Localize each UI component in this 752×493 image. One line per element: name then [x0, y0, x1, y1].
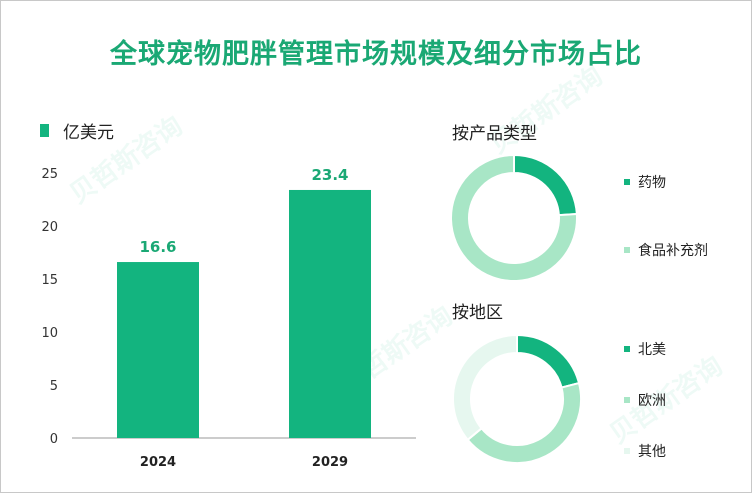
- legend-swatch: [624, 247, 630, 253]
- legend-label: 北美: [638, 342, 666, 358]
- x-tick-label: 2024: [140, 455, 176, 470]
- y-tick-label: 25: [41, 167, 58, 182]
- bar-data-label: 23.4: [311, 166, 348, 184]
- y-tick-label: 0: [50, 432, 58, 447]
- region-donut: [452, 333, 582, 464]
- legend-label: 欧洲: [638, 393, 666, 409]
- region-pie-title: 按地区: [452, 303, 503, 323]
- legend-swatch: [624, 397, 630, 403]
- donut-slice-食品补充剂: [450, 153, 578, 282]
- bar: [289, 189, 371, 438]
- product-type-pie-title: 按产品类型: [452, 124, 537, 144]
- y-tick-label: 5: [50, 379, 58, 394]
- unit-legend: 亿美元: [40, 118, 114, 143]
- donut-slice-药物: [513, 153, 578, 217]
- unit-legend-label: 亿美元: [63, 123, 114, 143]
- legend-item-other: 其他: [624, 441, 666, 461]
- legend-label: 药物: [638, 175, 666, 191]
- legend-item-supplements: 食品补充剂: [624, 240, 708, 260]
- y-tick-label: 15: [41, 273, 58, 288]
- legend-item-north-america: 北美: [624, 339, 666, 359]
- donut-slice-北美: [516, 333, 581, 389]
- legend-item-europe: 欧洲: [624, 390, 666, 410]
- y-tick-label: 10: [41, 326, 58, 341]
- bar-chart: 0 5 10 15 20 25 16.6 2024 23.4 2029: [41, 166, 416, 470]
- bar-data-label: 16.6: [139, 238, 176, 256]
- y-tick-label: 20: [41, 220, 58, 235]
- legend-item-drugs: 药物: [624, 172, 666, 192]
- donut-slice-欧洲: [466, 381, 582, 464]
- legend-label: 其他: [638, 444, 666, 460]
- legend-swatch: [624, 346, 630, 352]
- chart-title: 全球宠物肥胖管理市场规模及细分市场占比: [110, 39, 642, 70]
- donut-slice-其他: [452, 333, 518, 442]
- x-tick-label: 2029: [312, 455, 348, 470]
- legend-swatch: [624, 179, 630, 185]
- legend-label: 食品补充剂: [638, 243, 708, 259]
- bar: [117, 262, 199, 438]
- unit-legend-swatch: [40, 124, 49, 137]
- product-type-donut: [450, 153, 578, 282]
- legend-swatch: [624, 448, 630, 454]
